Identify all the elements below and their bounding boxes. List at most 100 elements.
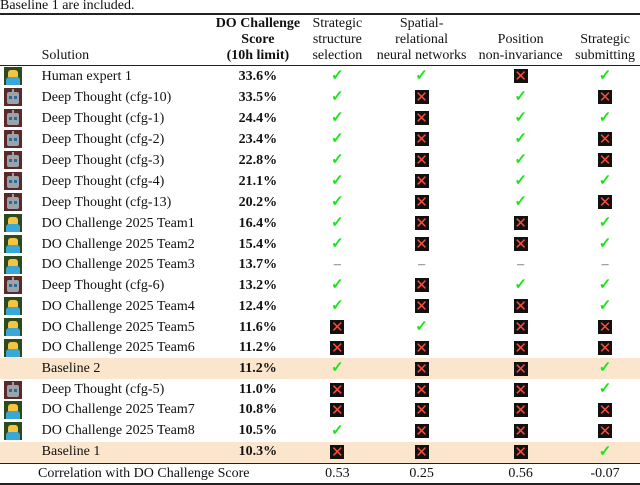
feature-cell: ✕	[471, 317, 570, 338]
solution-name: Deep Thought (cfg-3)	[41, 152, 165, 168]
feature-cell: ✕	[570, 421, 640, 442]
check-icon: ✓	[514, 110, 527, 126]
robot-icon	[4, 172, 22, 191]
feature-cell: ✕	[372, 234, 471, 255]
feature-cell: ✓	[303, 66, 373, 88]
icon-cell	[0, 442, 38, 464]
feature-cell: ✓	[471, 108, 570, 129]
feature-cell: ✕	[372, 129, 471, 150]
table-row: Deep Thought (cfg-4) 21.1% ✓ ✕ ✓ ✓	[0, 171, 640, 192]
solution-name: DO Challenge 2025 Team5	[41, 319, 195, 335]
score-value: 13.2%	[238, 277, 278, 293]
cross-icon: ✕	[513, 235, 528, 254]
feature-cell: ✕	[372, 421, 471, 442]
cross-icon: ✕	[513, 339, 528, 358]
person-icon	[4, 401, 22, 420]
table-row: Human expert 1 33.6% ✓ ✓ ✕ ✓	[0, 66, 640, 88]
caption-fragment: Baseline 1 are included.	[0, 0, 135, 13]
check-icon: ✓	[514, 277, 527, 294]
cross-icon: ✕	[513, 421, 528, 440]
feature-cell: ✕	[372, 400, 471, 420]
feature-cell: ✓	[303, 150, 373, 171]
feature-cell: ✕	[303, 379, 373, 400]
icon-cell	[0, 213, 38, 234]
cross-icon: ✕	[598, 193, 613, 212]
feature-cell: ✓	[570, 358, 640, 379]
solution-name: Deep Thought (cfg-6)	[41, 277, 165, 293]
icon-cell	[0, 108, 38, 129]
feature-cell: ✓	[303, 234, 373, 255]
robot-icon	[4, 130, 22, 149]
feature-cell: ✕	[303, 317, 373, 338]
check-icon: ✓	[514, 89, 527, 105]
icon-cell	[0, 379, 38, 400]
cross-icon: ✕	[598, 318, 613, 337]
dash-icon: –	[601, 257, 609, 273]
icon-cell	[0, 255, 38, 275]
feature-cell: ✕	[303, 400, 373, 420]
cross-icon: ✕	[414, 359, 429, 378]
cross-icon: ✕	[513, 380, 528, 399]
feature-cell: ✕	[471, 358, 570, 379]
feature-cell: ✕	[372, 275, 471, 296]
score-value: 11.2%	[239, 360, 277, 376]
feature-cell: ✓	[570, 66, 640, 88]
person-icon	[4, 339, 22, 358]
table-row: DO Challenge 2025 Team3 13.7% – – – –	[0, 255, 640, 275]
robot-icon	[4, 109, 22, 128]
check-icon: ✓	[598, 173, 612, 189]
score-value: 11.0%	[239, 381, 277, 397]
icon-cell	[0, 317, 38, 338]
solution-name: Deep Thought (cfg-10)	[41, 89, 172, 105]
table-row: Deep Thought (cfg-13) 20.2% ✓ ✕ ✓ ✕	[0, 192, 640, 213]
cross-icon: ✕	[414, 442, 429, 461]
cross-icon: ✕	[513, 401, 528, 420]
solution-name: DO Challenge 2025 Team4	[41, 298, 195, 314]
check-icon: ✓	[514, 131, 527, 147]
check-icon: ✓	[598, 360, 612, 377]
check-icon: ✓	[331, 152, 344, 168]
table-row: Deep Thought (cfg-10) 33.5% ✓ ✕ ✓ ✕	[0, 87, 640, 108]
cross-icon: ✕	[598, 151, 613, 170]
score-value: 22.8%	[238, 152, 278, 168]
feature-cell: ✓	[303, 213, 373, 234]
feature-cell: ✕	[471, 338, 570, 358]
check-icon: ✓	[598, 110, 612, 126]
cross-icon: ✕	[414, 297, 429, 316]
icon-cell	[0, 275, 38, 296]
table-row: Baseline 1 10.3% ✕ ✕ ✕ ✓	[0, 441, 640, 464]
robot-icon	[4, 276, 22, 295]
feature-cell: ✓	[303, 296, 373, 317]
check-icon: ✓	[415, 68, 428, 84]
person-icon	[4, 255, 22, 274]
person-icon	[4, 318, 22, 337]
feature-cell: ✕	[372, 87, 471, 108]
score-value: 33.5%	[238, 89, 278, 105]
cross-icon: ✕	[513, 359, 528, 378]
check-icon: ✓	[331, 298, 344, 315]
check-icon: ✓	[331, 277, 344, 294]
person-icon	[4, 421, 22, 440]
feature-cell: ✕	[471, 400, 570, 420]
feature-cell: ✓	[471, 192, 570, 213]
correlation-label: Correlation with DO Challenge Score	[38, 465, 250, 481]
feature-cell: ✓	[372, 317, 471, 338]
table-row: DO Challenge 2025 Team8 10.5% ✓ ✕ ✕ ✕	[0, 421, 640, 442]
cross-icon: ✕	[513, 297, 528, 316]
icon-cell	[0, 129, 38, 150]
feature-cell: ✓	[570, 171, 640, 192]
position-noninvariance-header: Position non-invariance	[478, 32, 563, 63]
cross-icon: ✕	[598, 339, 613, 358]
correlation-value: 0.25	[409, 465, 434, 481]
feature-cell: ✕	[303, 338, 373, 358]
dash-icon: –	[517, 257, 525, 273]
solution-name: Deep Thought (cfg-4)	[41, 173, 165, 189]
cross-icon: ✕	[414, 214, 429, 233]
correlation-value: -0.07	[590, 465, 620, 481]
table-row: Baseline 2 11.2% ✓ ✕ ✕ ✓	[0, 358, 640, 380]
score-value: 13.7%	[238, 257, 278, 273]
score-value: 15.4%	[238, 236, 278, 252]
score-header: DO Challenge Score (10h limit)	[215, 16, 301, 63]
cross-icon: ✕	[414, 88, 429, 107]
score-value: 10.3%	[238, 444, 278, 460]
